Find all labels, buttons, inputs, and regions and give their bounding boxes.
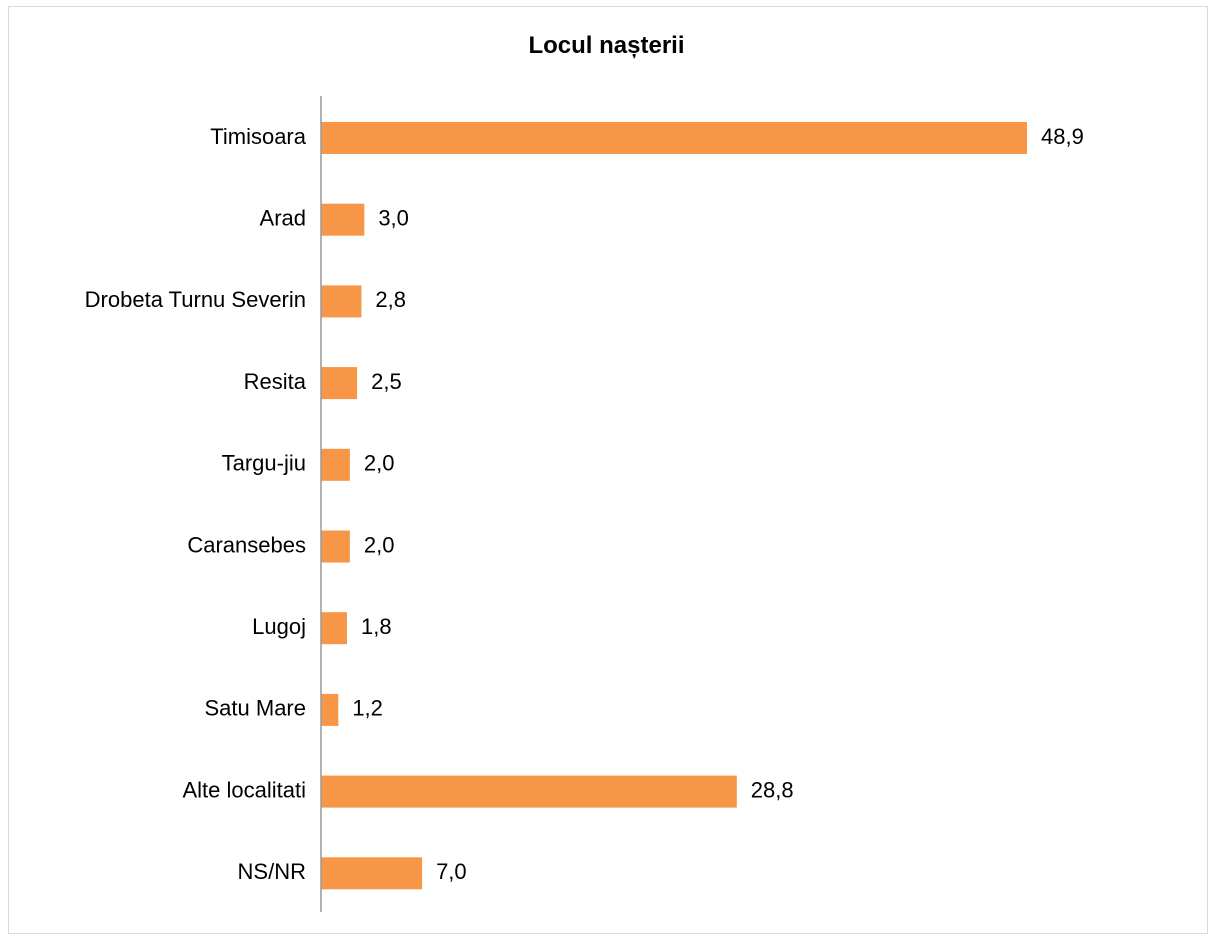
category-label-drobeta-turnu-severin: Drobeta Turnu Severin <box>85 287 306 312</box>
value-label-targu-jiu: 2,0 <box>364 451 395 476</box>
bar-ns-nr <box>321 857 423 890</box>
category-label-targu-jiu: Targu-jiu <box>222 451 306 476</box>
value-label-lugoj: 1,8 <box>361 614 392 639</box>
category-label-alte-localitati: Alte localitati <box>182 777 306 802</box>
category-label-timisoara: Timisoara <box>210 124 307 149</box>
category-label-arad: Arad <box>260 206 306 231</box>
value-label-timisoara: 48,9 <box>1041 124 1084 149</box>
bar-resita <box>321 367 358 400</box>
value-label-drobeta-turnu-severin: 2,8 <box>375 287 406 312</box>
value-label-arad: 3,0 <box>378 206 409 231</box>
bar-arad <box>321 203 365 236</box>
value-label-satu-mare: 1,2 <box>352 696 383 721</box>
category-label-caransebes: Caransebes <box>187 532 306 557</box>
bar-drobeta-turnu-severin <box>321 285 362 318</box>
value-label-ns-nr: 7,0 <box>436 859 467 884</box>
bar-alte-localitati <box>321 775 737 808</box>
value-label-caransebes: 2,0 <box>364 532 395 557</box>
value-label-resita: 2,5 <box>371 369 402 394</box>
bar-satu-mare <box>321 693 339 726</box>
category-label-lugoj: Lugoj <box>252 614 306 639</box>
value-label-alte-localitati: 28,8 <box>751 777 794 802</box>
bar-targu-jiu <box>321 448 350 481</box>
category-label-ns-nr: NS/NR <box>238 859 306 884</box>
category-label-satu-mare: Satu Mare <box>205 696 307 721</box>
chart-title: Locul nașterii <box>528 32 685 59</box>
bar-lugoj <box>321 612 347 645</box>
bar-timisoara <box>321 122 1027 154</box>
category-label-resita: Resita <box>244 369 307 394</box>
bar-caransebes <box>321 530 350 563</box>
